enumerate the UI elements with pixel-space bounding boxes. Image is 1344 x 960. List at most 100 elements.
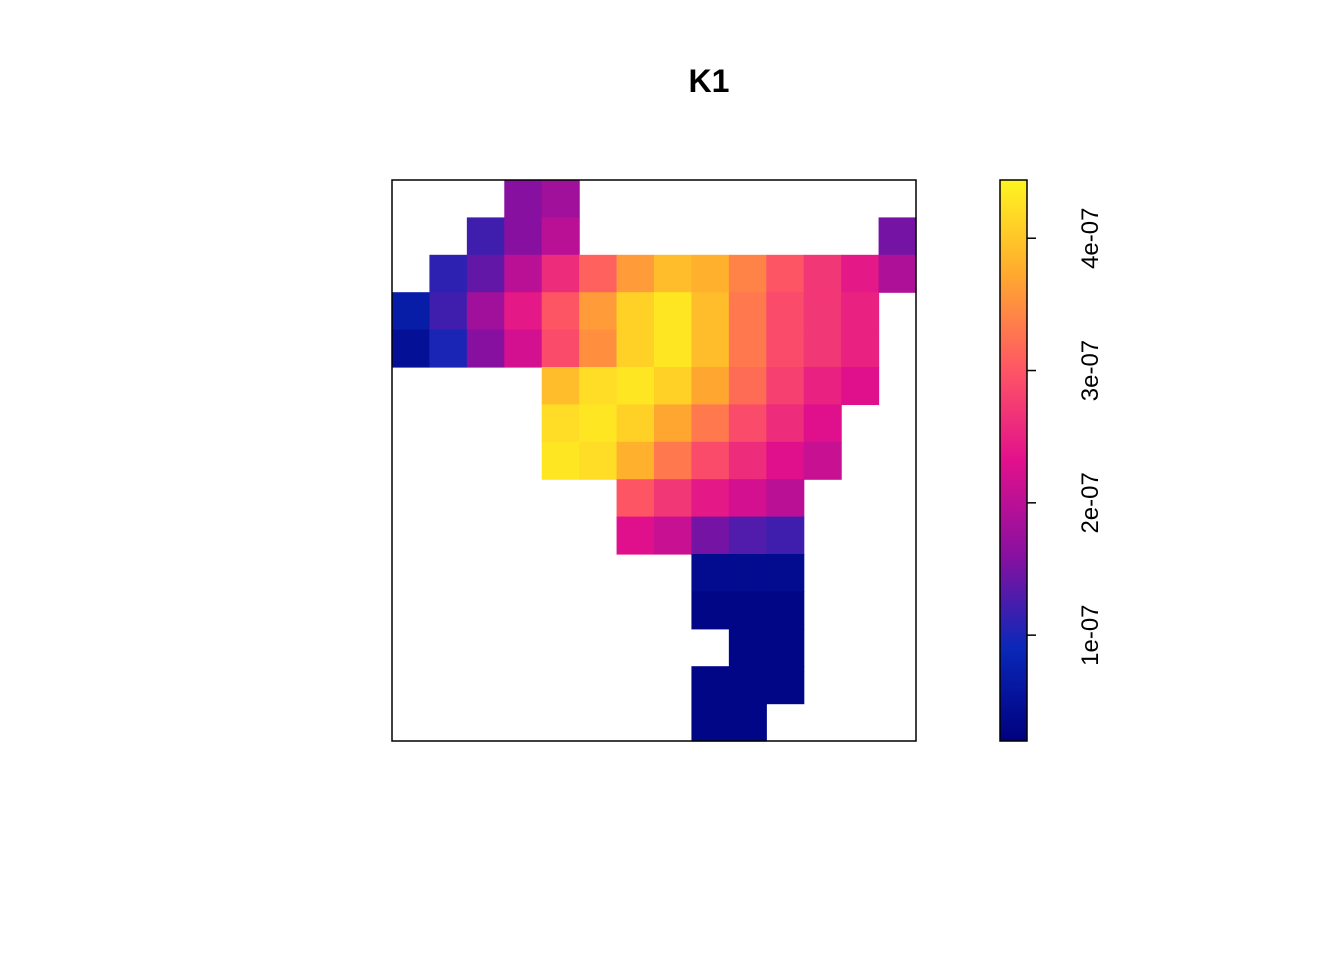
raster-cell: [654, 516, 693, 555]
raster-cell: [766, 292, 805, 331]
raster-cell: [803, 367, 842, 405]
raster-cell: [766, 404, 805, 443]
raster-cell: [841, 292, 880, 331]
raster-cell: [504, 292, 543, 331]
raster-cell: [728, 292, 767, 331]
raster-cell: [466, 217, 505, 256]
raster-cell: [691, 666, 730, 705]
raster-cell: [654, 479, 693, 518]
raster-cell: [691, 254, 730, 293]
raster-cell: [579, 404, 618, 443]
raster-cell: [766, 591, 805, 630]
raster-cell: [841, 329, 880, 368]
raster-cell: [504, 217, 543, 256]
raster-cell: [616, 254, 655, 293]
tick-label: 1e-07: [1077, 604, 1104, 665]
raster-cell: [691, 441, 730, 480]
raster-cell: [728, 404, 767, 443]
plot-frame: [391, 179, 917, 742]
raster-cell: [466, 254, 505, 293]
raster-cell: [392, 292, 431, 331]
raster-cell: [504, 329, 543, 368]
raster-cell: [691, 516, 730, 555]
raster-cell: [766, 479, 805, 518]
raster-cell: [691, 329, 730, 368]
raster-cell: [766, 367, 805, 405]
raster-cell: [541, 404, 580, 443]
raster-cell: [466, 292, 505, 331]
raster-cell: [803, 292, 842, 331]
raster-cell: [691, 703, 730, 742]
tick-label: 4e-07: [1077, 208, 1104, 269]
raster-cell: [691, 554, 730, 592]
raster-cell: [766, 329, 805, 368]
raster-cell: [579, 441, 618, 480]
raster-cell: [841, 367, 880, 405]
raster-cell: [541, 329, 580, 368]
raster-cell: [728, 703, 767, 742]
raster-cell: [392, 329, 431, 368]
raster-cell: [728, 628, 767, 667]
raster-cell: [579, 254, 618, 293]
raster-cell: [691, 367, 730, 405]
raster-cell: [654, 292, 693, 331]
raster-cell: [466, 329, 505, 368]
raster-cell: [766, 254, 805, 293]
raster-cell: [616, 404, 655, 443]
raster-cell: [691, 292, 730, 331]
raster-cell: [616, 367, 655, 405]
raster-cell: [654, 441, 693, 480]
raster-cell: [541, 367, 580, 405]
raster-cell: [803, 254, 842, 293]
raster-cell: [429, 292, 468, 331]
raster-cell: [616, 441, 655, 480]
raster-cell: [541, 217, 580, 256]
raster-cell: [541, 254, 580, 293]
raster-cell: [504, 254, 543, 293]
raster-cell: [803, 329, 842, 368]
raster-cell: [616, 516, 655, 555]
raster-cell: [728, 479, 767, 518]
tick-label: 2e-07: [1077, 472, 1104, 533]
raster-cell: [878, 254, 917, 293]
raster-cell: [541, 441, 580, 480]
raster-cell: [654, 367, 693, 405]
raster-cell: [429, 254, 468, 293]
raster-cell: [878, 217, 917, 256]
raster-cell: [691, 591, 730, 630]
raster-cell: [579, 292, 618, 331]
color-bar: [999, 179, 1028, 742]
raster-cell: [541, 180, 580, 218]
raster-cell: [654, 404, 693, 443]
raster-cell: [728, 516, 767, 555]
raster-cell: [841, 254, 880, 293]
raster-cell: [579, 367, 618, 405]
chart-title: K1: [689, 63, 730, 99]
raster-cell: [728, 367, 767, 405]
raster-cell: [429, 329, 468, 368]
raster-cell: [728, 329, 767, 368]
raster-cell: [616, 479, 655, 518]
raster-cell: [803, 441, 842, 480]
tick-label: 3e-07: [1077, 340, 1104, 401]
raster-cell: [766, 441, 805, 480]
raster-cell: [728, 254, 767, 293]
raster-cell: [803, 404, 842, 443]
raster-cell: [728, 441, 767, 480]
raster-cell: [728, 591, 767, 630]
raster-cell: [504, 180, 543, 218]
raster-cell: [766, 628, 805, 667]
raster-cell: [616, 292, 655, 331]
raster-cell: [728, 666, 767, 705]
raster-cell: [728, 554, 767, 592]
raster-cell: [766, 554, 805, 592]
raster-cell: [616, 329, 655, 368]
raster-cell: [541, 292, 580, 331]
raster-cell: [691, 404, 730, 443]
raster-cell: [766, 666, 805, 705]
raster-cell: [766, 516, 805, 555]
raster-cell: [654, 254, 693, 293]
